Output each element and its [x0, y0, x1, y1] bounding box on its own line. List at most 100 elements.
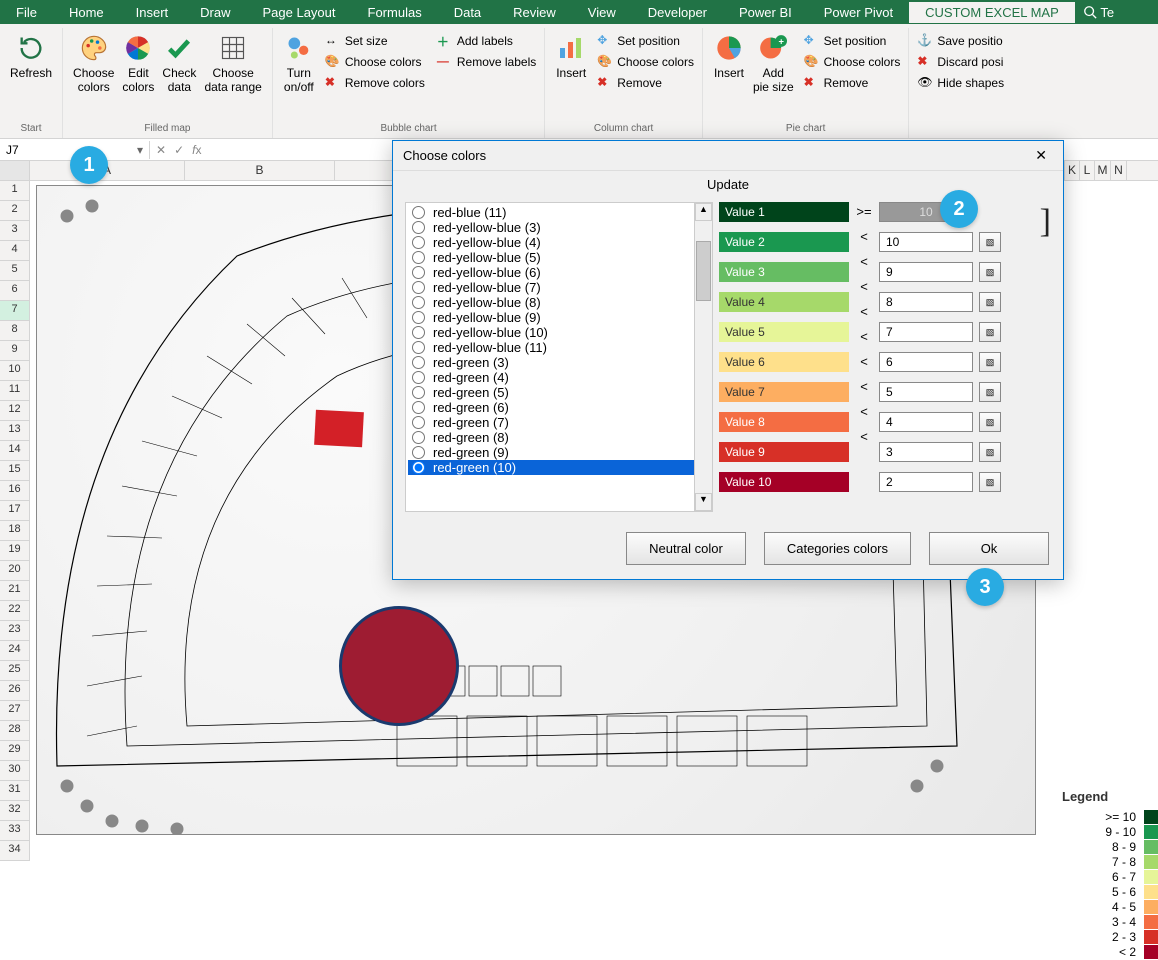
pie-choose-colors-cmd[interactable]: 🎨Choose colors [802, 53, 903, 71]
row-30[interactable]: 30 [0, 761, 29, 781]
set-size-cmd[interactable]: ↔Set size [323, 32, 427, 50]
scheme-radio[interactable] [412, 326, 425, 339]
add-labels-cmd[interactable]: ＋Add labels [435, 32, 538, 50]
row-26[interactable]: 26 [0, 681, 29, 701]
tab-data[interactable]: Data [438, 2, 497, 23]
row-10[interactable]: 10 [0, 361, 29, 381]
row-25[interactable]: 25 [0, 661, 29, 681]
threshold-input[interactable] [879, 472, 973, 492]
row-27[interactable]: 27 [0, 701, 29, 721]
scheme-radio[interactable] [412, 431, 425, 444]
threshold-input[interactable] [879, 232, 973, 252]
scheme-radio[interactable] [412, 221, 425, 234]
picker-button[interactable]: ▧ [979, 262, 1001, 282]
row-22[interactable]: 22 [0, 601, 29, 621]
picker-button[interactable]: ▧ [979, 412, 1001, 432]
scheme-item[interactable]: red-green (8) [408, 430, 710, 445]
tab-power-bi[interactable]: Power BI [723, 2, 808, 23]
scheme-item[interactable]: red-green (4) [408, 370, 710, 385]
threshold-input[interactable] [879, 442, 973, 462]
scheme-item[interactable]: red-green (3) [408, 355, 710, 370]
categories-colors-button[interactable]: Categories colors [764, 532, 911, 565]
picker-button[interactable]: ▧ [979, 352, 1001, 372]
scheme-item[interactable]: red-yellow-blue (7) [408, 280, 710, 295]
threshold-input[interactable] [879, 352, 973, 372]
scroll-up-icon[interactable]: ▲ [695, 203, 712, 221]
scheme-radio[interactable] [412, 461, 425, 474]
row-24[interactable]: 24 [0, 641, 29, 661]
tab-insert[interactable]: Insert [120, 2, 185, 23]
scheme-item[interactable]: red-yellow-blue (5) [408, 250, 710, 265]
turn-onoff-button[interactable]: Turn on/off [279, 30, 319, 96]
ok-button[interactable]: Ok [929, 532, 1049, 565]
scheme-item[interactable]: red-green (6) [408, 400, 710, 415]
scheme-item[interactable]: red-yellow-blue (8) [408, 295, 710, 310]
row-13[interactable]: 13 [0, 421, 29, 441]
row-31[interactable]: 31 [0, 781, 29, 801]
hide-shapes-cmd[interactable]: 👁Hide shapes [915, 74, 1006, 92]
threshold-input[interactable] [879, 292, 973, 312]
row-20[interactable]: 20 [0, 561, 29, 581]
choose-data-range-button[interactable]: Choose data range [200, 30, 265, 96]
scheme-item[interactable]: red-green (5) [408, 385, 710, 400]
row-28[interactable]: 28 [0, 721, 29, 741]
pie-setpos-cmd[interactable]: ✥Set position [802, 32, 903, 50]
col-L[interactable]: L [1080, 161, 1095, 180]
bubble-choose-colors-cmd[interactable]: 🎨Choose colors [323, 53, 427, 71]
tab-page-layout[interactable]: Page Layout [247, 2, 352, 23]
tab-formulas[interactable]: Formulas [352, 2, 438, 23]
scheme-item[interactable]: red-yellow-blue (9) [408, 310, 710, 325]
column-remove-cmd[interactable]: ✖Remove [595, 74, 696, 92]
scheme-radio[interactable] [412, 386, 425, 399]
discard-positions-cmd[interactable]: ✖Discard posi [915, 53, 1006, 71]
col-M[interactable]: M [1095, 161, 1111, 180]
scheme-item[interactable]: red-yellow-blue (4) [408, 235, 710, 250]
row-12[interactable]: 12 [0, 401, 29, 421]
dropdown-icon[interactable]: ▾ [137, 143, 143, 157]
scheme-radio[interactable] [412, 206, 425, 219]
accept-formula-icon[interactable]: ✓ [174, 143, 184, 157]
scheme-item[interactable]: red-yellow-blue (11) [408, 340, 710, 355]
scheme-radio[interactable] [412, 356, 425, 369]
picker-button[interactable]: ▧ [979, 382, 1001, 402]
threshold-input[interactable] [879, 412, 973, 432]
threshold-input[interactable] [879, 382, 973, 402]
tab-home[interactable]: Home [53, 2, 120, 23]
threshold-input[interactable] [879, 322, 973, 342]
column-insert-button[interactable]: Insert [551, 30, 591, 82]
row-33[interactable]: 33 [0, 821, 29, 841]
tab-draw[interactable]: Draw [184, 2, 246, 23]
dialog-close-icon[interactable]: ✕ [1029, 145, 1053, 166]
scheme-item[interactable]: red-blue (11) [408, 205, 710, 220]
scheme-radio[interactable] [412, 251, 425, 264]
scheme-radio[interactable] [412, 281, 425, 294]
dialog-titlebar[interactable]: Choose colors ✕ [393, 141, 1063, 171]
tab-power-pivot[interactable]: Power Pivot [808, 2, 909, 23]
neutral-color-button[interactable]: Neutral color [626, 532, 746, 565]
pie-insert-button[interactable]: Insert [709, 30, 749, 82]
tab-custom-excel-map[interactable]: CUSTOM EXCEL MAP [909, 2, 1075, 23]
row-5[interactable]: 5 [0, 261, 29, 281]
scheme-radio[interactable] [412, 416, 425, 429]
picker-button[interactable]: ▧ [979, 292, 1001, 312]
cancel-formula-icon[interactable]: ✕ [156, 143, 166, 157]
scheme-radio[interactable] [412, 401, 425, 414]
row-15[interactable]: 15 [0, 461, 29, 481]
remove-labels-cmd[interactable]: ―Remove labels [435, 53, 538, 71]
refresh-button[interactable]: Refresh [6, 30, 56, 82]
picker-button[interactable]: ▧ [979, 472, 1001, 492]
scheme-item[interactable]: red-green (7) [408, 415, 710, 430]
edit-colors-button[interactable]: Edit colors [118, 30, 158, 96]
row-3[interactable]: 3 [0, 221, 29, 241]
scheme-radio[interactable] [412, 341, 425, 354]
scheme-item[interactable]: red-yellow-blue (10) [408, 325, 710, 340]
row-8[interactable]: 8 [0, 321, 29, 341]
scheme-radio[interactable] [412, 311, 425, 324]
tab-view[interactable]: View [572, 2, 632, 23]
save-positions-cmd[interactable]: ⚓Save positio [915, 32, 1006, 50]
row-2[interactable]: 2 [0, 201, 29, 221]
pie-addsize-button[interactable]: + Add pie size [749, 30, 798, 96]
row-4[interactable]: 4 [0, 241, 29, 261]
row-14[interactable]: 14 [0, 441, 29, 461]
tab-file[interactable]: File [0, 2, 53, 23]
